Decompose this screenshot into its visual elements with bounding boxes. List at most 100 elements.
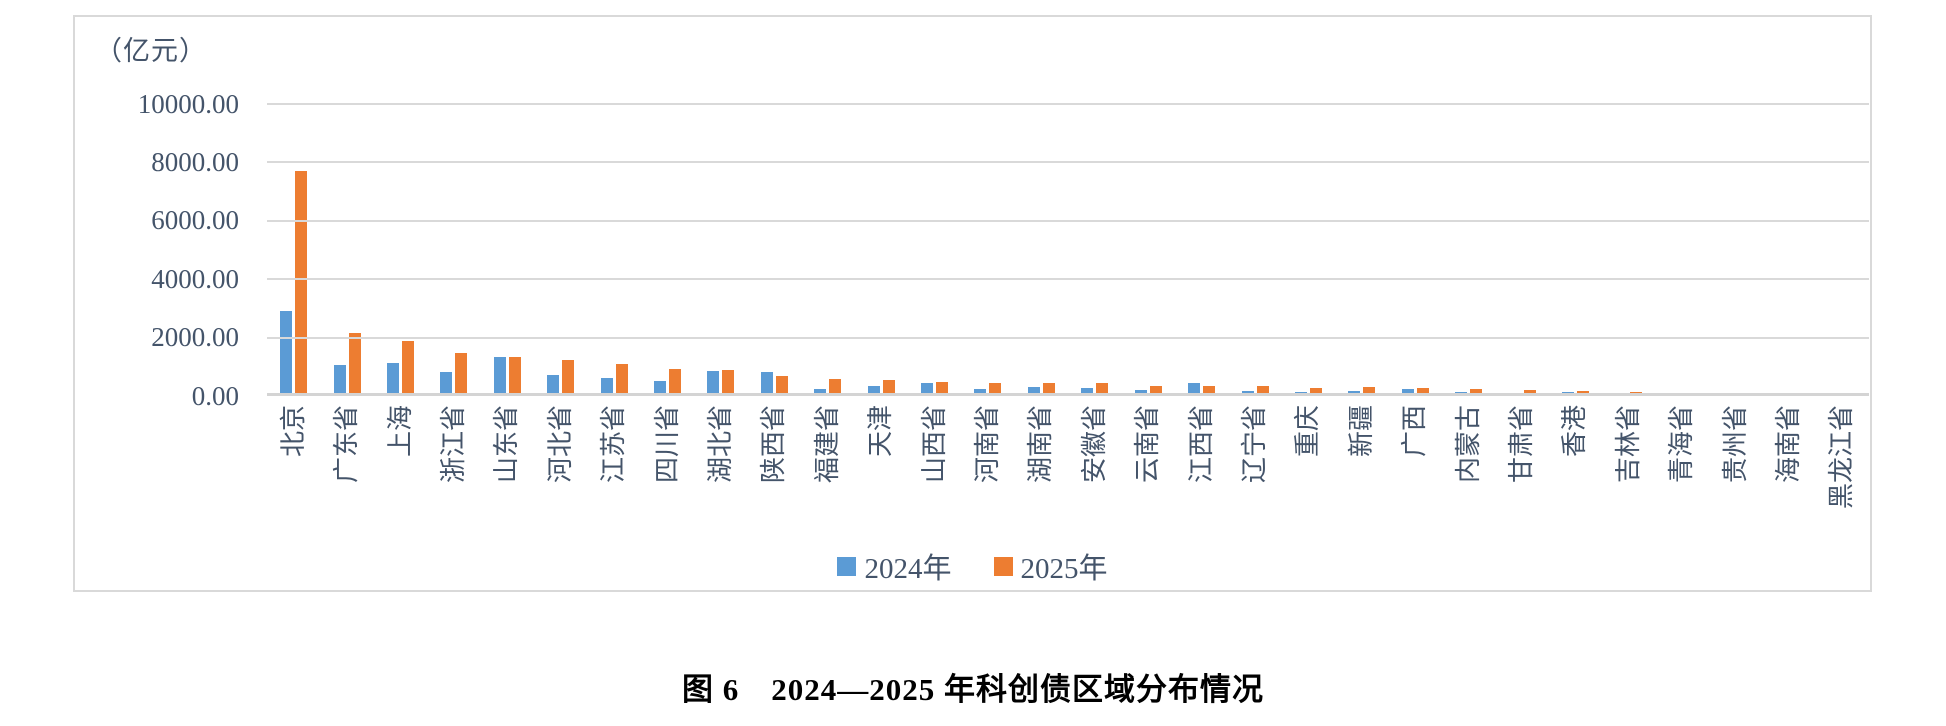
x-axis-label: 吉林省 xyxy=(1613,405,1643,484)
x-axis-label: 青海省 xyxy=(1667,405,1697,484)
bar-2025年-四川省 xyxy=(669,369,682,393)
category-slot: 江西省 xyxy=(1175,104,1228,483)
y-tick-label: 2000.00 xyxy=(151,322,239,353)
x-axis-label: 湖北省 xyxy=(705,405,735,484)
category-slot: 河南省 xyxy=(961,104,1014,483)
category-slot: 山东省 xyxy=(481,104,534,483)
x-axis-label: 浙江省 xyxy=(438,405,468,484)
chart-frame: （亿元） 10000.00 8000.00 6000.00 4000.00 2000.0… xyxy=(73,15,1872,592)
x-axis-label: 河南省 xyxy=(972,405,1002,484)
bar-2025年-广西 xyxy=(1416,388,1429,393)
bar-2024年-北京 xyxy=(280,311,293,393)
x-axis-label: 甘肃省 xyxy=(1507,405,1537,484)
x-axis-label: 广西 xyxy=(1400,405,1430,458)
bar-2024年-河南省 xyxy=(974,388,987,393)
bar-2024年-江西省 xyxy=(1188,382,1201,393)
legend-item-2025: 2025年 xyxy=(993,545,1108,587)
bar-2024年-四川省 xyxy=(654,381,667,393)
bar-2025年-新疆 xyxy=(1363,387,1376,393)
bar-2024年-广西 xyxy=(1401,388,1414,393)
x-axis-label: 江苏省 xyxy=(599,405,629,484)
x-axis-label: 云南省 xyxy=(1133,405,1163,484)
category-slot: 广西 xyxy=(1389,104,1442,457)
bar-2025年-香港 xyxy=(1576,391,1589,393)
x-axis-label: 河北省 xyxy=(545,405,575,484)
category-slot: 浙江省 xyxy=(427,104,480,483)
bar-2025年-辽宁省 xyxy=(1256,385,1269,393)
bar-2025年-甘肃省 xyxy=(1523,389,1536,393)
x-axis-label: 福建省 xyxy=(812,405,842,484)
category-slot: 湖北省 xyxy=(694,104,747,483)
bar-2025年-北京 xyxy=(295,170,308,393)
category-slot: 内蒙古 xyxy=(1442,104,1495,483)
bar-2024年-辽宁省 xyxy=(1241,391,1254,393)
category-slot: 陕西省 xyxy=(748,104,801,483)
bar-2025年-山西省 xyxy=(936,381,949,393)
category-slot: 河北省 xyxy=(534,104,587,483)
legend-item-2024: 2024年 xyxy=(837,545,952,587)
figure-caption: 图 6 2024—2025 年科创债区域分布情况 xyxy=(682,672,1264,707)
bar-2024年-内蒙古 xyxy=(1455,392,1468,393)
plot-area: 北京 广东省 上海 浙江省 山东省 河北省 江苏省 四川省 湖北省 陕西省 福建省 天津 山西省 河南省湖… xyxy=(267,103,1869,509)
category-slot: 贵州省 xyxy=(1709,104,1762,483)
x-axis-label: 上海 xyxy=(385,405,415,458)
x-axis-label: 天津 xyxy=(866,405,896,458)
category-slot: 吉林省 xyxy=(1602,104,1655,483)
category-slot: 福建省 xyxy=(801,104,854,483)
x-axis-label: 黑龙江省 xyxy=(1827,405,1857,510)
bar-2024年-重庆 xyxy=(1294,392,1307,393)
bar-2025年-云南省 xyxy=(1149,386,1162,393)
category-slot: 甘肃省 xyxy=(1495,104,1548,483)
y-tick-label: 6000.00 xyxy=(151,205,239,236)
bar-2025年-湖南省 xyxy=(1042,382,1055,393)
bar-2025年-河北省 xyxy=(562,360,575,393)
x-axis-label: 重庆 xyxy=(1293,405,1323,458)
y-tick-label: 4000.00 xyxy=(151,263,239,294)
category-slot: 安徽省 xyxy=(1068,104,1121,483)
category-slot: 山西省 xyxy=(908,104,961,483)
x-axis-label: 安徽省 xyxy=(1079,405,1109,484)
category-slot: 重庆 xyxy=(1282,104,1335,457)
y-tick-label: 10000.00 xyxy=(137,88,239,119)
x-axis-label: 辽宁省 xyxy=(1240,405,1270,484)
category-slot: 辽宁省 xyxy=(1228,104,1281,483)
x-axis-label: 内蒙古 xyxy=(1453,405,1483,484)
category-slot: 北京 xyxy=(267,104,320,457)
category-slot: 新疆 xyxy=(1335,104,1388,457)
legend-label-2024: 2024年 xyxy=(864,553,952,585)
bar-2024年-湖北省 xyxy=(707,370,720,393)
bar-2024年-山西省 xyxy=(921,383,934,393)
x-axis-label: 香港 xyxy=(1560,405,1590,458)
bar-2024年-江苏省 xyxy=(600,378,613,393)
gridline xyxy=(267,278,1869,281)
bar-2024年-福建省 xyxy=(814,388,827,393)
bar-2024年-山东省 xyxy=(493,356,506,393)
bar-2024年-安徽省 xyxy=(1081,388,1094,393)
bar-2025年-重庆 xyxy=(1309,388,1322,393)
y-tick-label: 0.00 xyxy=(191,380,239,411)
bar-slots: 北京 广东省 上海 浙江省 山东省 河北省 江苏省 四川省 湖北省 陕西省 福建省 天津 山西省 河南省湖… xyxy=(267,104,1869,509)
category-slot: 江苏省 xyxy=(587,104,640,483)
x-axis-label: 海南省 xyxy=(1774,405,1804,484)
bar-2025年-广东省 xyxy=(348,332,361,393)
y-tick-label: 8000.00 xyxy=(151,146,239,177)
category-slot: 香港 xyxy=(1549,104,1602,457)
x-axis-label: 新疆 xyxy=(1346,405,1376,458)
legend-label-2025: 2025年 xyxy=(1020,553,1108,585)
category-slot: 天津 xyxy=(854,104,907,457)
gridline xyxy=(267,336,1869,339)
gridline xyxy=(267,219,1869,222)
x-axis-label: 湖南省 xyxy=(1026,405,1056,484)
legend-swatch-2024-icon xyxy=(837,556,857,576)
bar-2025年-天津 xyxy=(882,379,895,393)
bar-2024年-广东省 xyxy=(333,365,346,393)
x-axis-label: 山东省 xyxy=(492,405,522,484)
bar-2025年-河南省 xyxy=(989,383,1002,393)
bar-2024年-天津 xyxy=(867,385,880,393)
bar-2024年-上海 xyxy=(387,362,400,393)
x-axis-label: 四川省 xyxy=(652,405,682,484)
bar-2025年-内蒙古 xyxy=(1470,388,1483,393)
bar-2024年-湖南省 xyxy=(1027,387,1040,393)
bar-2025年-山东省 xyxy=(508,356,521,393)
bar-2024年-新疆 xyxy=(1348,391,1361,393)
